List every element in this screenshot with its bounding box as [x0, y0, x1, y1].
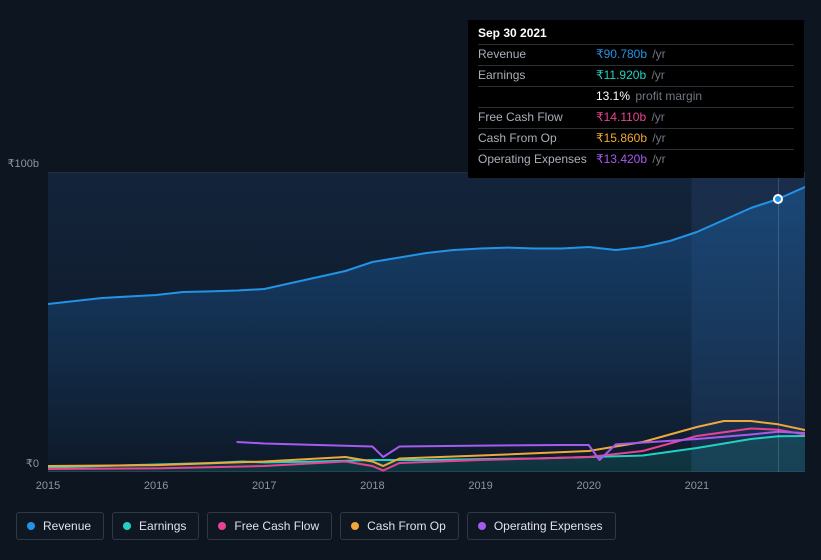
tooltip-row-value-wrap: ₹13.420b /yr [596, 152, 666, 167]
tooltip-row: Operating Expenses₹13.420b /yr [478, 149, 794, 170]
tooltip-row-value-wrap: ₹90.780b /yr [596, 47, 666, 62]
tooltip-row-unit: /yr [649, 47, 666, 61]
legend-label: Operating Expenses [494, 519, 603, 533]
tooltip-row-label: Operating Expenses [478, 152, 596, 167]
tooltip-row-label: Revenue [478, 47, 596, 62]
tooltip-row-value: ₹90.780b [596, 47, 647, 61]
tooltip-row: 13.1% profit margin [478, 86, 794, 107]
x-axis-tick-label: 2019 [468, 480, 492, 492]
tooltip-row-value-wrap: 13.1% profit margin [596, 89, 702, 104]
tooltip-panel: Sep 30 2021 Revenue₹90.780b /yrEarnings₹… [468, 20, 804, 178]
legend-item-cfo[interactable]: Cash From Op [340, 512, 459, 540]
tooltip-row-unit: profit margin [632, 89, 702, 103]
y-axis-label-bottom: ₹0 [0, 457, 39, 470]
tooltip-row-value: 13.1% [596, 89, 630, 103]
legend-label: Free Cash Flow [234, 519, 319, 533]
legend-dot-icon [123, 522, 131, 530]
tooltip-row-unit: /yr [648, 110, 665, 124]
tooltip-row: Free Cash Flow₹14.110b /yr [478, 107, 794, 128]
tooltip-row-label: Cash From Op [478, 131, 596, 146]
legend-dot-icon [478, 522, 486, 530]
cursor-marker [773, 194, 783, 204]
tooltip-row-value: ₹14.110b [596, 110, 646, 124]
tooltip-row-label [478, 89, 596, 104]
legend-item-opex[interactable]: Operating Expenses [467, 512, 616, 540]
tooltip-row-unit: /yr [648, 68, 665, 82]
tooltip-row-value: ₹13.420b [596, 152, 647, 166]
legend: Revenue Earnings Free Cash Flow Cash From O… [16, 512, 616, 540]
x-axis-tick-label: 2020 [576, 480, 600, 492]
tooltip-row-value: ₹15.860b [596, 131, 647, 145]
tooltip-row-unit: /yr [649, 131, 666, 145]
cursor-line [778, 172, 779, 472]
legend-label: Earnings [139, 519, 186, 533]
tooltip-row: Earnings₹11.920b /yr [478, 65, 794, 86]
tooltip-row: Cash From Op₹15.860b /yr [478, 128, 794, 149]
tooltip-row-unit: /yr [649, 152, 666, 166]
x-axis-tick-label: 2021 [685, 480, 709, 492]
legend-item-earnings[interactable]: Earnings [112, 512, 199, 540]
x-axis-labels: 2015201620172018201920202021 [48, 480, 805, 496]
legend-label: Cash From Op [367, 519, 446, 533]
legend-item-fcf[interactable]: Free Cash Flow [207, 512, 332, 540]
legend-item-revenue[interactable]: Revenue [16, 512, 104, 540]
legend-dot-icon [218, 522, 226, 530]
y-axis-label-top: ₹100b [0, 157, 39, 170]
legend-dot-icon [351, 522, 359, 530]
x-axis-tick-label: 2016 [144, 480, 168, 492]
x-axis-tick-label: 2018 [360, 480, 384, 492]
tooltip-row: Revenue₹90.780b /yr [478, 44, 794, 65]
x-axis-tick-label: 2015 [36, 480, 60, 492]
tooltip-row-value: ₹11.920b [596, 68, 646, 82]
tooltip-date: Sep 30 2021 [478, 26, 794, 44]
legend-label: Revenue [43, 519, 91, 533]
tooltip-rows: Revenue₹90.780b /yrEarnings₹11.920b /yr1… [478, 44, 794, 170]
tooltip-row-value-wrap: ₹11.920b /yr [596, 68, 665, 83]
tooltip-row-value-wrap: ₹14.110b /yr [596, 110, 665, 125]
tooltip-row-label: Free Cash Flow [478, 110, 596, 125]
tooltip-row-value-wrap: ₹15.860b /yr [596, 131, 666, 146]
chart-svg [48, 172, 805, 472]
tooltip-row-label: Earnings [478, 68, 596, 83]
chart-plot-area[interactable] [48, 172, 805, 472]
x-axis-tick-label: 2017 [252, 480, 276, 492]
legend-dot-icon [27, 522, 35, 530]
